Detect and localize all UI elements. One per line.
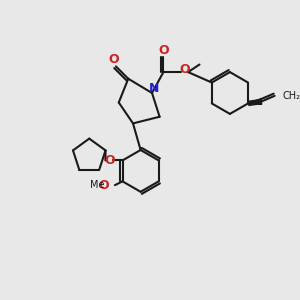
Text: O: O: [104, 154, 115, 167]
Text: O: O: [179, 63, 190, 76]
Text: CH₂: CH₂: [282, 91, 300, 101]
Text: O: O: [98, 179, 109, 192]
Text: N: N: [149, 82, 159, 95]
Text: Me: Me: [90, 180, 105, 190]
Text: O: O: [158, 44, 169, 57]
Text: O: O: [109, 53, 119, 66]
Polygon shape: [248, 99, 262, 104]
